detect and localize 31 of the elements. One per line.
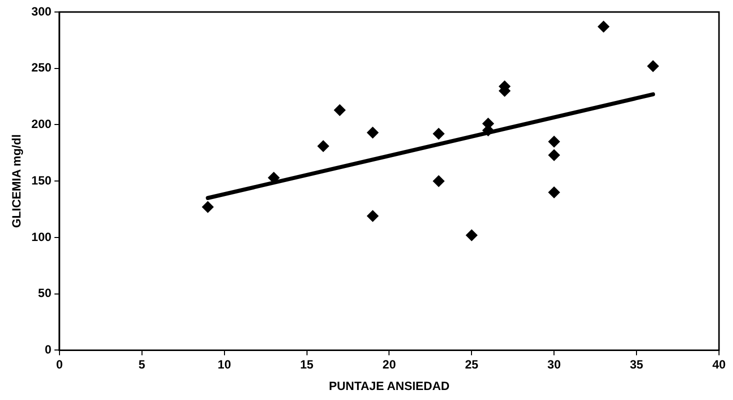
point <box>366 126 379 139</box>
point <box>647 60 660 72</box>
x-tick-label: 0 <box>56 358 64 372</box>
x-tick-label: 25 <box>464 358 479 372</box>
y-tick-label: 250 <box>31 60 52 75</box>
point <box>432 128 445 140</box>
point <box>334 104 346 116</box>
x-axis-title: PUNTAJE ANSIEDAD <box>328 379 450 394</box>
point <box>548 136 560 148</box>
point <box>548 186 560 198</box>
x-tick-label: 30 <box>547 358 562 372</box>
y-tick-label: 150 <box>31 173 52 188</box>
y-tick-label: 50 <box>38 286 52 300</box>
point <box>548 149 560 162</box>
y-tick-label: 200 <box>31 117 52 132</box>
x-tick-label: 40 <box>712 358 726 372</box>
point <box>317 140 330 152</box>
x-tick-label: 20 <box>382 358 396 372</box>
point <box>202 201 214 214</box>
x-tick-label: 15 <box>300 358 314 372</box>
y-tick-label: 300 <box>31 4 52 18</box>
y-axis-title: GLICEMIA mg/dl <box>10 134 24 228</box>
point <box>366 210 379 222</box>
y-tick-label: 0 <box>44 342 52 357</box>
y-tick-label: 100 <box>31 230 52 244</box>
point <box>598 20 610 33</box>
x-tick-label: 35 <box>630 358 644 372</box>
x-tick-label: 5 <box>138 358 146 372</box>
point <box>466 229 478 242</box>
x-tick-label: 10 <box>218 358 232 372</box>
point <box>432 175 445 188</box>
